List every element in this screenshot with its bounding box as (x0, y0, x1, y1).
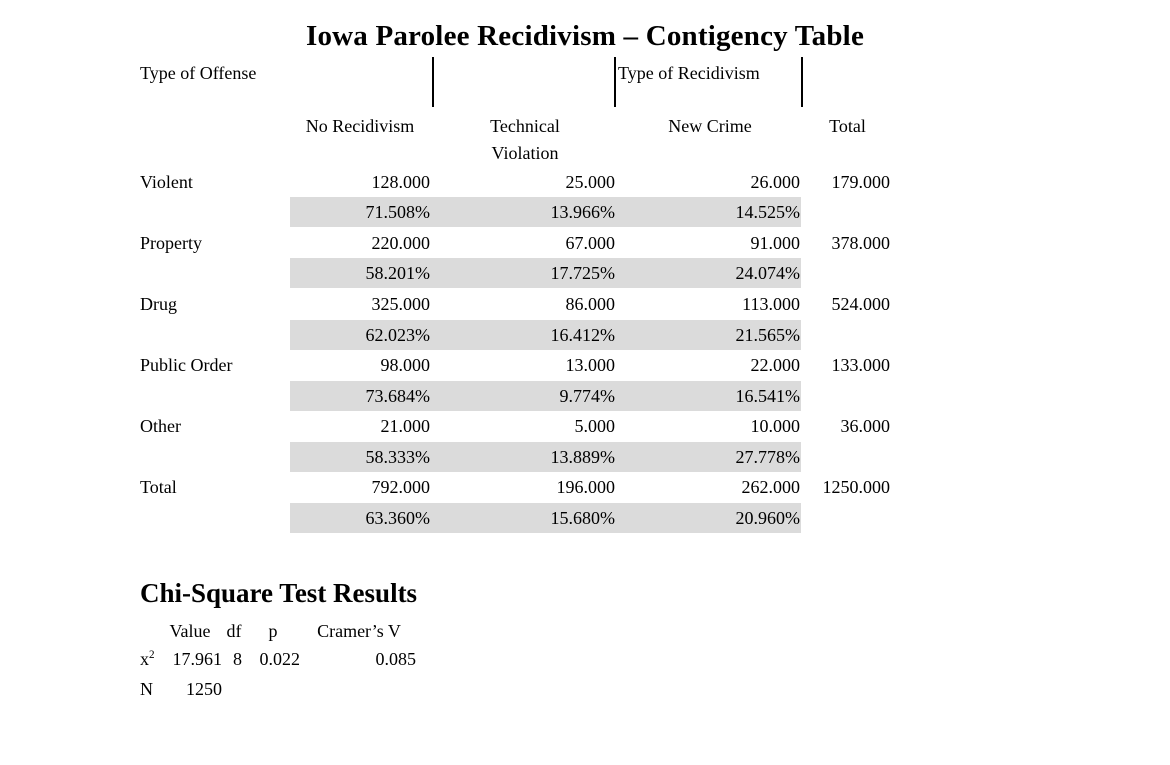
chi-square-heading: Chi-Square Test Results (140, 578, 418, 608)
percent-band (290, 442, 801, 472)
chi-symbol: x (140, 649, 149, 669)
stat-header-value: Value (169, 621, 211, 641)
stat-chi-value: 17.961 (172, 649, 223, 669)
column-header-technical-violation: Technical Violation (435, 113, 615, 167)
percent-cell: 58.201% (365, 263, 431, 283)
percent-cell: 15.680% (550, 508, 616, 528)
percent-cell: 9.774% (559, 386, 616, 406)
chi-exponent: 2 (149, 649, 155, 661)
column-header-total: Total (829, 116, 866, 136)
row-label: Property (140, 233, 202, 253)
column-header-no-recidivism: No Recidivism (305, 116, 415, 136)
stat-chi-p: 0.022 (259, 649, 301, 669)
count-cell: 21.000 (380, 416, 431, 436)
row-total-cell: 179.000 (831, 172, 891, 192)
count-cell: 67.000 (565, 233, 616, 253)
stat-row-label-n: N (140, 679, 153, 699)
count-cell: 792.000 (371, 477, 431, 497)
column-divider-bar (614, 57, 616, 107)
count-cell: 128.000 (371, 172, 431, 192)
row-label: Violent (140, 172, 193, 192)
percent-band (290, 320, 801, 350)
percent-cell: 62.023% (365, 325, 431, 345)
stat-header-cramers-v: Cramer’s V (317, 621, 401, 641)
percent-cell: 16.412% (550, 325, 616, 345)
row-label: Public Order (140, 355, 233, 375)
row-label: Drug (140, 294, 177, 314)
row-total-cell: 36.000 (840, 416, 891, 436)
col-dimension-label: Type of Recidivism (618, 63, 760, 83)
page-title: Iowa Parolee Recidivism – Contigency Tab… (305, 20, 865, 52)
percent-band (290, 381, 801, 411)
count-cell: 196.000 (556, 477, 616, 497)
count-cell: 13.000 (565, 355, 616, 375)
column-header-line1: Technical (490, 116, 560, 136)
row-total-cell: 378.000 (831, 233, 891, 253)
column-header-new-crime: New Crime (668, 116, 752, 136)
percent-cell: 58.333% (365, 447, 431, 467)
stat-row-label-chi: x2 (140, 646, 158, 672)
percent-cell: 13.966% (550, 202, 616, 222)
column-header-line2: Violation (491, 143, 559, 163)
count-cell: 86.000 (565, 294, 616, 314)
stat-n-value: 1250 (186, 679, 222, 699)
percent-cell: 73.684% (365, 386, 431, 406)
row-total-cell: 524.000 (831, 294, 891, 314)
count-cell: 98.000 (380, 355, 431, 375)
percent-band (290, 258, 801, 288)
percent-cell: 63.360% (365, 508, 431, 528)
percent-cell: 14.525% (735, 202, 801, 222)
percent-cell: 71.508% (365, 202, 431, 222)
count-cell: 22.000 (750, 355, 801, 375)
row-dimension-label: Type of Offense (140, 63, 257, 83)
percent-cell: 16.541% (735, 386, 801, 406)
stat-chi-df: 8 (233, 649, 242, 669)
stat-header-p: p (268, 621, 278, 641)
count-cell: 10.000 (750, 416, 801, 436)
percent-cell: 24.074% (735, 263, 801, 283)
count-cell: 262.000 (741, 477, 801, 497)
row-label: Other (140, 416, 181, 436)
percent-band (290, 503, 801, 533)
count-cell: 26.000 (750, 172, 801, 192)
stat-chi-cramers-v: 0.085 (375, 649, 417, 669)
count-cell: 91.000 (750, 233, 801, 253)
row-label: Total (140, 477, 177, 497)
row-total-cell: 133.000 (831, 355, 891, 375)
percent-cell: 17.725% (550, 263, 616, 283)
count-cell: 113.000 (742, 294, 800, 314)
count-cell: 5.000 (574, 416, 616, 436)
row-total-cell: 1250.000 (822, 477, 891, 497)
percent-band (290, 197, 801, 227)
stat-header-df: df (226, 621, 242, 641)
percent-cell: 27.778% (735, 447, 801, 467)
column-divider-bar (432, 57, 434, 107)
column-divider-bar (801, 57, 803, 107)
count-cell: 25.000 (565, 172, 616, 192)
count-cell: 220.000 (371, 233, 431, 253)
percent-cell: 21.565% (735, 325, 801, 345)
percent-cell: 13.889% (550, 447, 616, 467)
percent-cell: 20.960% (735, 508, 801, 528)
count-cell: 325.000 (371, 294, 431, 314)
